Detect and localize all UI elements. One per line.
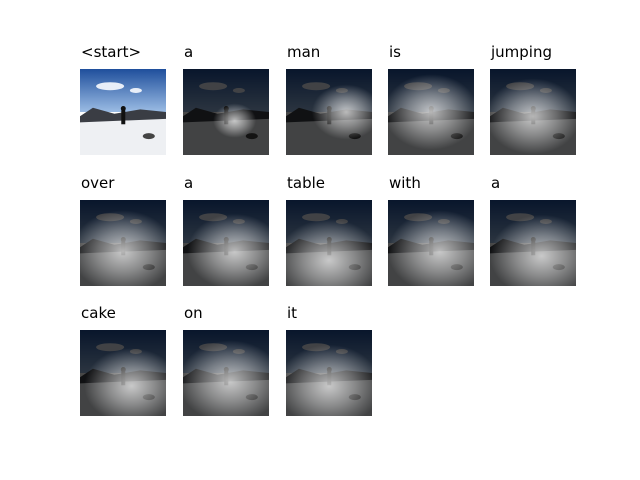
word-label: man bbox=[287, 43, 320, 61]
attention-image bbox=[490, 200, 576, 286]
person-head bbox=[120, 106, 126, 112]
attention bbox=[183, 340, 269, 416]
person bbox=[121, 110, 126, 125]
word-label: a bbox=[184, 174, 193, 192]
cloud bbox=[96, 82, 125, 91]
attention bbox=[388, 210, 474, 286]
word-label: jumping bbox=[490, 43, 552, 61]
attention-image bbox=[183, 200, 269, 286]
attention-image bbox=[183, 330, 269, 416]
attention bbox=[286, 218, 372, 286]
attention bbox=[213, 103, 257, 138]
attention bbox=[490, 214, 576, 286]
attention-image bbox=[286, 200, 372, 286]
word-label: with bbox=[389, 174, 421, 192]
attention bbox=[388, 74, 474, 150]
attention bbox=[286, 344, 372, 416]
attention bbox=[80, 210, 166, 286]
word-label: a bbox=[491, 174, 500, 192]
attention-image bbox=[183, 69, 269, 155]
attention bbox=[187, 213, 269, 286]
attention-image bbox=[286, 330, 372, 416]
snow bbox=[80, 118, 166, 155]
word-label: it bbox=[287, 304, 297, 322]
attention bbox=[490, 78, 576, 155]
attention-image bbox=[80, 330, 166, 416]
attention-image bbox=[490, 69, 576, 155]
word-label: is bbox=[389, 43, 401, 61]
word-label: on bbox=[184, 304, 203, 322]
word-label: table bbox=[287, 174, 325, 192]
cloud bbox=[129, 88, 142, 93]
attention bbox=[84, 348, 166, 416]
attention-image bbox=[80, 69, 166, 155]
attention-image bbox=[388, 69, 474, 155]
attention-image bbox=[80, 200, 166, 286]
rock bbox=[142, 133, 155, 140]
word-label: cake bbox=[81, 304, 116, 322]
attention bbox=[311, 84, 372, 140]
attention-image bbox=[388, 200, 474, 286]
attention-image bbox=[286, 69, 372, 155]
sky bbox=[80, 69, 166, 112]
word-label: over bbox=[81, 174, 115, 192]
word-label: <start> bbox=[81, 43, 141, 61]
word-label: a bbox=[184, 43, 193, 61]
